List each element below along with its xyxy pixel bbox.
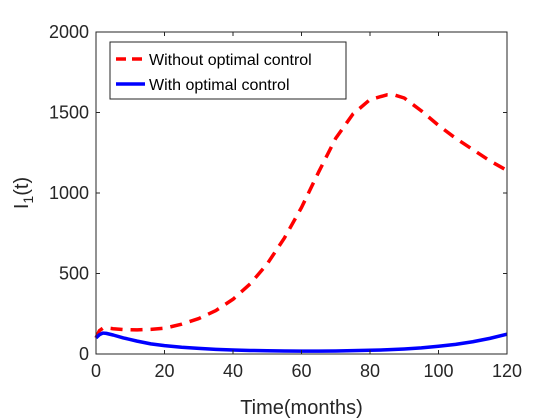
series-line-with-control <box>94 331 508 353</box>
y-tick-label: 500 <box>59 264 89 284</box>
legend-box <box>109 41 347 100</box>
x-tick-label: 40 <box>223 361 243 381</box>
x-tick-label: 120 <box>492 361 522 381</box>
y-tick-label: 1500 <box>49 103 89 123</box>
x-tick-label: 60 <box>291 361 311 381</box>
y-tick-label: 1000 <box>49 183 89 203</box>
y-axis-label-main: I <box>11 204 33 210</box>
series-layer <box>94 93 508 353</box>
x-tick-label: 0 <box>91 361 101 381</box>
y-tick-label: 0 <box>79 344 89 364</box>
x-axis-label: Time(months) <box>240 397 363 419</box>
legend-label-with-control: With optimal control <box>149 77 290 94</box>
y-tick-label: 2000 <box>49 22 89 42</box>
tick-layer: 0 20 40 60 80 100 120 0 500 1000 1500 2000 <box>49 22 522 381</box>
x-tick-label: 80 <box>360 361 380 381</box>
svg-text:I1(t): I1(t) <box>11 177 36 209</box>
y-axis-label-suffix: (t) <box>11 177 33 196</box>
y-axis-label-sub: 1 <box>20 196 36 204</box>
series-line-without-control <box>94 93 508 339</box>
x-tick-label: 20 <box>154 361 174 381</box>
legend-label-without-control: Without optimal control <box>149 52 312 69</box>
y-axis-label: I1(t) <box>11 177 36 209</box>
legend: Without optimal control With optimal con… <box>109 41 347 100</box>
x-tick-label: 100 <box>423 361 453 381</box>
